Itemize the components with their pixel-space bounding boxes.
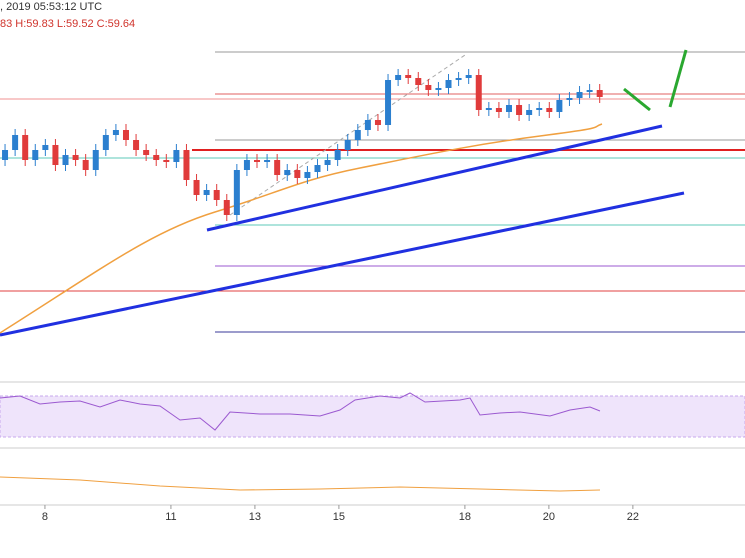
candle-body [32,150,39,160]
candle-body [586,90,593,92]
candle-body [173,150,180,162]
candle-body [344,140,351,150]
candle-body [274,160,281,175]
candle-body [304,172,311,178]
candle-body [516,105,523,115]
candle-body [294,170,301,178]
x-tick-label: 22 [627,511,639,523]
trend-line [206,124,663,232]
candle-body [223,200,230,215]
candle-body [233,170,240,215]
x-tick-label: 20 [543,511,555,523]
candle-body [536,108,543,110]
projection-line [623,87,651,112]
x-tick-label: 8 [42,511,48,523]
candle-body [415,78,422,85]
x-tick-label: 15 [333,511,345,523]
candle-body [52,145,59,165]
rsi-pane [0,392,745,449]
candle-body [193,180,200,195]
candle-body [405,75,412,78]
candle-body [42,145,49,150]
x-tick-label: 13 [249,511,261,523]
candle-body [374,120,381,125]
rsi-band [0,395,745,438]
candle-body [133,140,140,150]
candle-body [485,108,492,110]
candle-body [2,150,9,160]
candle-body [556,100,563,112]
candle-body [143,150,150,155]
candle-body [455,78,462,80]
candle-body [334,150,341,160]
candle-body [576,92,583,98]
candle-body [364,120,371,130]
candle-body [445,80,452,88]
candle-body [82,160,89,170]
candle-body [153,155,160,160]
candle-body [254,160,261,162]
candle-body [495,108,502,112]
candle-body [395,75,402,80]
candle-body [12,135,19,150]
candle-body [264,160,271,162]
candle-body [505,105,512,112]
candle-body [425,85,432,90]
candle-body [203,190,210,195]
rsi-line [0,392,601,431]
candle-body [72,155,79,160]
candle-body [465,75,472,78]
volume-average [0,476,601,492]
x-tick-label: 11 [165,511,176,523]
candle-body [243,160,250,170]
candle-body [596,90,603,97]
candle-body [213,190,220,200]
candle-body [354,130,361,140]
candle-body [22,135,29,160]
candle-body [163,160,170,162]
projection-line [668,49,688,108]
candle-body [102,135,109,150]
candle-body [526,110,533,115]
candle-body [385,80,392,125]
candle-body [475,75,482,110]
candle-body [122,130,129,140]
x-tick-label: 18 [459,511,471,523]
candle-body [183,150,190,180]
candle-body [566,98,573,100]
candle-body [324,160,331,165]
candle-body [62,155,69,165]
candle-body [546,108,553,112]
trend-line [0,191,685,337]
candle-body [92,150,99,170]
candle-body [112,130,119,135]
candle-body [314,165,321,172]
moving-average [0,123,603,334]
header-time: , 2019 05:53:12 UTC [0,1,102,13]
candle-body [284,170,291,175]
candle-body [435,88,442,90]
header-ohlc: 83 H:59.83 L:59.52 C:59.64 [0,18,135,30]
